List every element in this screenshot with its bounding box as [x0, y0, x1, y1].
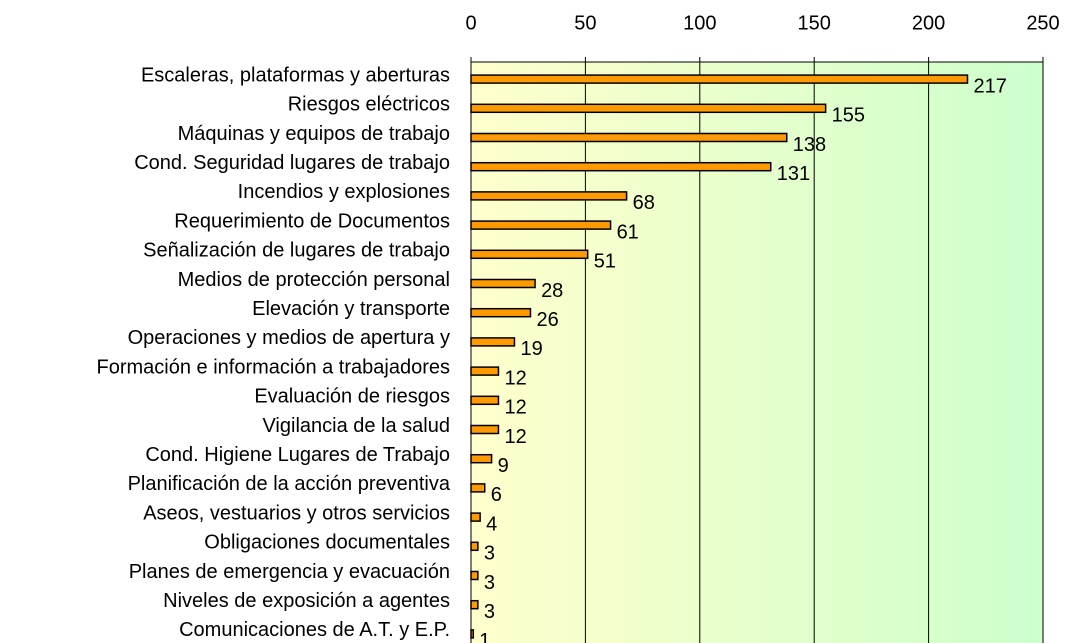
value-label: 3 — [484, 601, 495, 623]
y-tick-label: Incendios y explosiones — [238, 181, 450, 203]
bar — [470, 249, 589, 260]
x-tick-label: 250 — [1026, 12, 1059, 34]
bar — [470, 512, 481, 522]
x-tick-label: 100 — [683, 12, 716, 34]
bar — [470, 307, 532, 318]
y-tick-label: Obligaciones documentales — [204, 532, 450, 554]
bar — [470, 483, 486, 493]
y-tick-label: Vigilancia de la salud — [262, 415, 450, 437]
y-tick-label: Medios de protección personal — [178, 269, 450, 291]
plot-area — [471, 62, 1043, 643]
bar — [470, 629, 475, 639]
bar — [470, 395, 500, 406]
bar — [470, 278, 536, 289]
y-tick-label: Formación e información a trabajadores — [96, 356, 450, 378]
y-tick-label: Comunicaciones de A.T. y E.P. — [179, 619, 450, 641]
value-label: 4 — [486, 513, 497, 535]
value-label: 9 — [498, 455, 509, 477]
value-label: 6 — [491, 484, 502, 506]
bar — [470, 453, 493, 464]
bar — [470, 191, 628, 201]
value-label: 12 — [504, 367, 526, 389]
value-label: 26 — [536, 309, 558, 331]
value-label: 1 — [479, 630, 490, 643]
bar — [470, 220, 612, 230]
y-tick-label: Máquinas y equipos de trabajo — [178, 123, 450, 145]
bar — [470, 337, 516, 347]
bar — [470, 103, 827, 114]
bar — [470, 570, 479, 581]
value-label: 68 — [633, 192, 655, 214]
x-tick-label: 0 — [465, 12, 476, 34]
value-label: 61 — [617, 221, 639, 243]
value-label: 155 — [832, 105, 865, 127]
y-tick-label: Aseos, vestuarios y otros servicios — [143, 502, 450, 524]
bar — [470, 74, 969, 84]
y-tick-label: Escaleras, plataformas y aberturas — [141, 64, 450, 86]
y-tick-label: Requerimiento de Documentos — [174, 210, 450, 232]
y-tick-label: Operaciones y medios de apertura y — [128, 327, 450, 349]
y-tick-label: Elevación y transporte — [252, 298, 450, 320]
value-label: 28 — [541, 280, 563, 302]
y-tick-label: Cond. Higiene Lugares de Trabajo — [145, 444, 450, 466]
value-label: 19 — [520, 338, 542, 360]
value-label: 3 — [484, 572, 495, 594]
value-label: 51 — [594, 251, 616, 273]
value-label: 138 — [793, 134, 826, 156]
y-tick-label: Riesgos eléctricos — [288, 94, 450, 116]
y-tick-label: Planes de emergencia y evacuación — [129, 561, 450, 583]
bar — [470, 132, 788, 143]
y-tick-label: Niveles de exposición a agentes — [163, 590, 450, 612]
x-tick-label: 200 — [912, 12, 945, 34]
y-tick-label: Señalización de lugares de trabajo — [143, 240, 450, 262]
value-label: 131 — [777, 163, 810, 185]
bar — [470, 366, 500, 376]
bar — [470, 599, 479, 610]
x-tick-label: 150 — [798, 12, 831, 34]
bar — [470, 424, 500, 435]
value-label: 217 — [973, 75, 1006, 97]
value-label: 12 — [504, 397, 526, 419]
bar — [470, 541, 479, 552]
value-label: 3 — [484, 543, 495, 565]
y-tick-label: Cond. Seguridad lugares de trabajo — [134, 152, 450, 174]
value-label: 12 — [504, 426, 526, 448]
x-tick-label: 50 — [574, 12, 596, 34]
bar — [470, 161, 772, 172]
y-tick-label: Evaluación de riesgos — [254, 386, 450, 408]
y-tick-label: Planificación de la acción preventiva — [128, 473, 451, 495]
